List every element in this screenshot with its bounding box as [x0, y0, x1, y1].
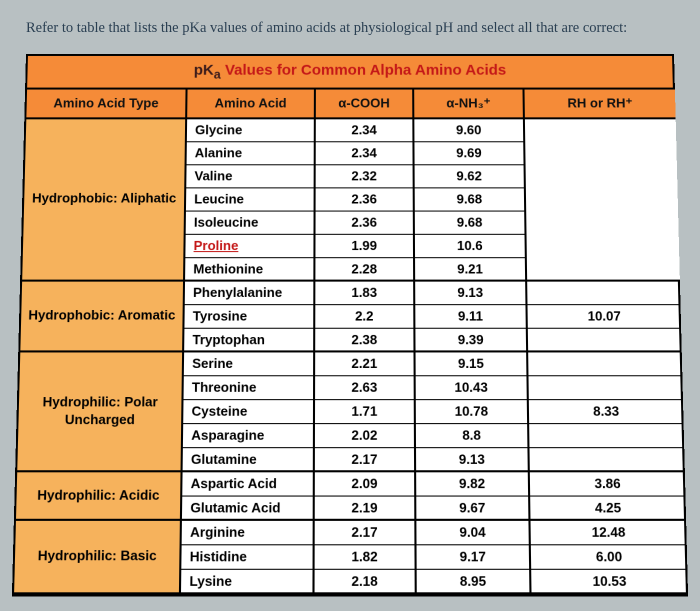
cooh-value: 2.34 — [316, 142, 415, 165]
rh-value — [529, 448, 684, 472]
nh3-value: 8.8 — [416, 424, 530, 448]
hdr-rh: RH or RH⁺ — [524, 89, 675, 117]
question-prompt: Refer to table that lists the pKa values… — [26, 18, 674, 40]
amino-acid-name: Histidine — [181, 545, 314, 570]
amino-acid-name: Methionine — [185, 258, 315, 281]
nh3-value: 9.67 — [416, 496, 530, 520]
nh3-value: 9.82 — [416, 472, 530, 496]
amino-acid-name: Asparagine — [183, 424, 315, 448]
cooh-value: 2.32 — [316, 165, 415, 188]
amino-acid-name: Serine — [184, 352, 315, 376]
amino-acid-name: Glutamic Acid — [182, 496, 315, 520]
cooh-value: 2.36 — [316, 188, 415, 211]
group-label: Hydrophobic: Aliphatic — [22, 119, 187, 281]
nh3-value: 9.13 — [416, 448, 530, 472]
amino-acid-name: Lysine — [181, 570, 315, 595]
cooh-value: 2.63 — [315, 376, 416, 400]
hdr-acid: Amino Acid — [187, 89, 316, 117]
cooh-value: 2.09 — [315, 472, 416, 496]
cooh-value: 2.17 — [315, 521, 417, 545]
rh-value — [528, 352, 682, 376]
nh3-value: 9.11 — [415, 305, 528, 329]
nh3-value: 9.39 — [415, 329, 528, 353]
rh-value: 4.25 — [530, 496, 686, 520]
title-rest: Values for Common Alpha Amino Acids — [221, 62, 507, 79]
amino-acid-name: Aspartic Acid — [182, 472, 315, 496]
nh3-value: 10.78 — [416, 400, 529, 424]
cooh-value: 2.02 — [315, 424, 416, 448]
table-title: pKa Values for Common Alpha Amino Acids — [27, 56, 673, 90]
table-body: Hydrophobic: AliphaticGlycine2.349.60 Ala… — [14, 119, 686, 594]
cooh-value: 2.17 — [315, 448, 416, 472]
amino-acid-name: Phenylalanine — [185, 281, 316, 305]
cooh-value: 2.18 — [315, 570, 417, 595]
rh-value: 10.53 — [531, 570, 688, 595]
nh3-value: 9.17 — [417, 545, 532, 570]
table-header-row: Amino Acid Type Amino Acid α-COOH α-NH₃⁺… — [26, 89, 673, 119]
group-label: Hydrophilic: Polar Uncharged — [17, 352, 184, 472]
amino-acid-name: Glycine — [187, 119, 316, 142]
nh3-value: 9.04 — [416, 521, 530, 545]
amino-acid-name: Glutamine — [183, 448, 315, 472]
amino-acid-name: Tryptophan — [184, 329, 315, 353]
nh3-value: 9.13 — [415, 281, 527, 305]
hdr-cooh: α-COOH — [316, 89, 414, 117]
amino-acid-name: Arginine — [182, 521, 315, 545]
rh-merged-empty — [525, 119, 680, 281]
cooh-value: 1.83 — [315, 281, 415, 305]
amino-acid-name: Cysteine — [183, 400, 315, 424]
amino-acid-name: Isoleucine — [186, 211, 316, 234]
rh-value: 10.07 — [528, 305, 682, 329]
hdr-type: Amino Acid Type — [26, 89, 187, 117]
nh3-value: 9.15 — [416, 352, 529, 376]
amino-acid-name: Proline — [185, 235, 315, 258]
amino-acid-name: Threonine — [184, 376, 316, 400]
rh-value — [527, 281, 680, 305]
rh-value: 12.48 — [531, 521, 687, 545]
rh-value: 8.33 — [529, 400, 684, 424]
nh3-value: 9.62 — [415, 165, 526, 188]
rh-value: 3.86 — [530, 472, 686, 496]
nh3-value: 9.68 — [415, 188, 527, 211]
cooh-value: 2.2 — [315, 305, 415, 329]
group-label: Hydrophobic: Aromatic — [20, 281, 185, 352]
title-pk: pK — [194, 62, 214, 79]
group-label: Hydrophilic: Acidic — [16, 472, 183, 521]
nh3-value: 10.6 — [415, 235, 527, 258]
cooh-value: 2.36 — [316, 211, 415, 234]
group-label: Hydrophilic: Basic — [14, 521, 182, 595]
nh3-value: 9.69 — [414, 142, 525, 165]
cooh-value: 2.38 — [315, 329, 415, 353]
nh3-value: 9.21 — [415, 258, 527, 281]
nh3-value: 10.43 — [416, 376, 529, 400]
nh3-value: 9.68 — [415, 211, 527, 234]
amino-acid-name: Valine — [186, 165, 315, 188]
rh-value — [529, 424, 684, 448]
amino-acid-name: Tyrosine — [184, 305, 315, 329]
cooh-value: 2.28 — [315, 258, 415, 281]
hdr-nh3: α-NH₃⁺ — [414, 89, 525, 117]
nh3-value: 8.95 — [417, 570, 532, 595]
cooh-value: 1.82 — [315, 545, 417, 570]
pka-table: pKa Values for Common Alpha Amino Acids … — [12, 54, 688, 597]
cooh-value: 1.71 — [315, 400, 416, 424]
rh-value — [528, 376, 682, 400]
cooh-value: 1.99 — [315, 235, 415, 258]
cooh-value: 2.19 — [315, 496, 417, 520]
rh-value — [528, 329, 682, 353]
amino-acid-name: Leucine — [186, 188, 316, 211]
cooh-value: 2.21 — [315, 352, 416, 376]
rh-value: 6.00 — [531, 545, 688, 570]
amino-acid-name: Alanine — [187, 142, 316, 165]
nh3-value: 9.60 — [414, 119, 525, 142]
cooh-value: 2.34 — [316, 119, 415, 142]
